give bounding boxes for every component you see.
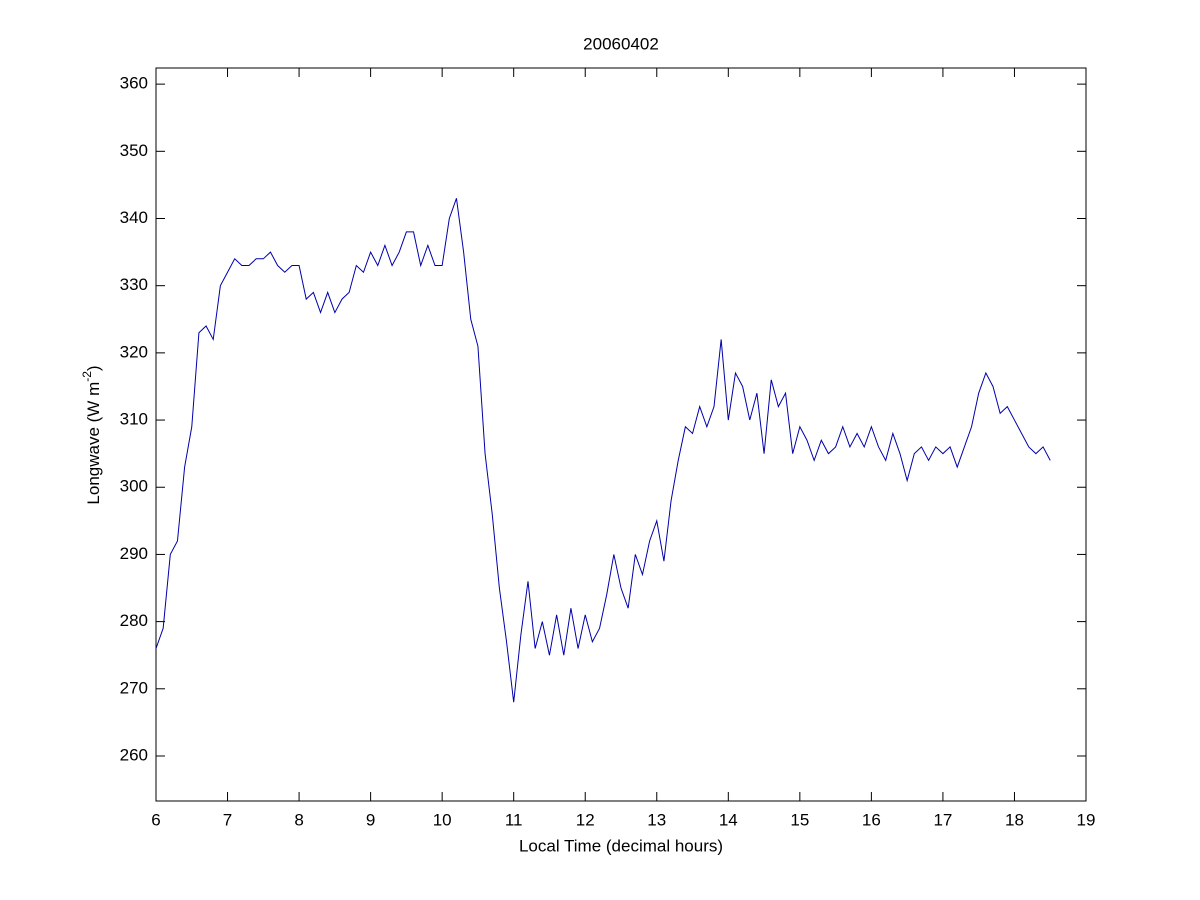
x-tick-label: 8	[294, 810, 303, 829]
y-tick-label: 350	[120, 141, 148, 160]
axes-box	[155, 67, 1087, 802]
y-tick-label: 270	[120, 678, 148, 697]
y-axis-label-sup: -2	[80, 371, 94, 382]
x-tick-label: 14	[719, 810, 738, 829]
data-line	[155, 198, 1051, 703]
y-tick-label: 360	[120, 74, 148, 93]
y-tick-label: 300	[120, 477, 148, 496]
x-tick-label: 19	[1077, 810, 1096, 829]
x-tick-label: 9	[366, 810, 375, 829]
y-axis-label-part: Longwave (W m	[84, 382, 103, 505]
y-tick-label: 310	[120, 410, 148, 429]
x-tick-label: 16	[862, 810, 881, 829]
x-tick-label: 11	[505, 810, 523, 829]
y-tick-label: 340	[120, 208, 148, 227]
y-axis-label: Longwave (W m-2)	[80, 365, 103, 504]
y-tick-label: 260	[120, 745, 148, 764]
x-tick-label: 12	[576, 810, 595, 829]
x-axis-label: Local Time (decimal hours)	[519, 836, 723, 855]
x-tick-label: 15	[790, 810, 809, 829]
y-tick-label: 330	[120, 275, 148, 294]
x-tick-label: 18	[1005, 810, 1024, 829]
x-tick-label: 10	[433, 810, 452, 829]
x-tick-label: 13	[647, 810, 666, 829]
x-tick-label: 6	[151, 810, 160, 829]
y-tick-label: 320	[120, 342, 148, 361]
chart-title: 20060402	[583, 34, 659, 53]
y-tick-label: 280	[120, 611, 148, 630]
y-tick-label: 290	[120, 544, 148, 563]
x-tick-label: 17	[933, 810, 952, 829]
x-tick-label: 7	[223, 810, 232, 829]
y-axis-label-part: )	[84, 365, 103, 371]
